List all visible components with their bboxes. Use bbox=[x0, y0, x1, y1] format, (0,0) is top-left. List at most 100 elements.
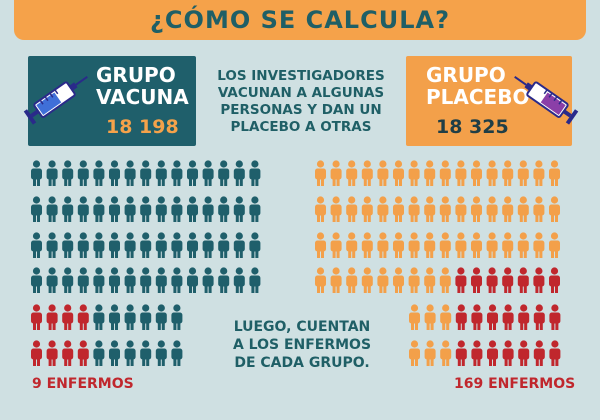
sick-person-icon bbox=[549, 304, 561, 330]
placebo-person-icon bbox=[549, 160, 560, 186]
placebo-person-icon bbox=[409, 304, 420, 330]
vacuna-person-icon bbox=[124, 196, 136, 222]
placebo-person-icon bbox=[330, 267, 342, 293]
placebo-person-icon bbox=[486, 160, 498, 186]
placebo-person-icon bbox=[377, 160, 389, 186]
placebo-person-icon bbox=[440, 340, 452, 366]
placebo-title-line2: PLACEBO bbox=[426, 85, 530, 109]
sick-person-icon bbox=[471, 304, 483, 330]
vacuna-person-icon bbox=[46, 267, 58, 293]
intro-line-3: PERSONAS Y DAN UN bbox=[220, 102, 382, 118]
sick-person-icon bbox=[46, 304, 58, 330]
vacuna-person-icon bbox=[155, 340, 167, 366]
vacuna-person-icon bbox=[218, 160, 230, 186]
placebo-person-icon bbox=[424, 267, 436, 293]
vacuna-person-icon bbox=[202, 267, 214, 293]
placebo-person-icon bbox=[393, 160, 404, 186]
vacuna-person-icon bbox=[109, 267, 120, 293]
placebo-person-icon bbox=[346, 160, 358, 186]
placebo-person-icon bbox=[424, 232, 436, 258]
sick-person-icon bbox=[455, 304, 467, 330]
vacuna-person-icon bbox=[93, 267, 105, 293]
page-title: ¿CÓMO SE CALCULA? bbox=[150, 6, 450, 34]
vacuna-person-icon bbox=[155, 196, 167, 222]
sick-person-icon bbox=[31, 340, 42, 366]
vacuna-person-icon bbox=[187, 196, 198, 222]
sick-person-icon bbox=[77, 304, 89, 330]
vacuna-person-icon bbox=[140, 267, 152, 293]
placebo-person-icon bbox=[533, 196, 545, 222]
vacuna-person-icon bbox=[155, 304, 167, 330]
sick-person-icon bbox=[518, 340, 530, 366]
placebo-person-icon bbox=[486, 196, 498, 222]
vacuna-person-icon bbox=[93, 232, 105, 258]
placebo-person-icon bbox=[330, 160, 342, 186]
vacuna-person-icon bbox=[249, 160, 261, 186]
placebo-title-line1: GRUPO bbox=[426, 63, 506, 87]
placebo-person-icon bbox=[455, 232, 467, 258]
placebo-sick-label: 169 ENFERMOS bbox=[454, 376, 576, 392]
placebo-person-icon bbox=[486, 232, 498, 258]
placebo-person-icon bbox=[361, 196, 373, 222]
placebo-person-icon bbox=[455, 160, 467, 186]
placebo-person-icon bbox=[361, 160, 373, 186]
sick-person-icon bbox=[77, 340, 89, 366]
placebo-person-icon bbox=[315, 232, 326, 258]
placebo-person-icon bbox=[315, 267, 326, 293]
vacuna-person-icon bbox=[93, 196, 105, 222]
outro-text: LUEGO, CUENTAN A LOS ENFERMOS DE CADA GR… bbox=[212, 318, 392, 372]
vacuna-person-icon bbox=[202, 196, 214, 222]
vacuna-person-icon bbox=[77, 196, 89, 222]
vacuna-person-icon bbox=[155, 232, 167, 258]
vacuna-title-line1: GRUPO bbox=[96, 63, 176, 87]
sick-person-icon bbox=[31, 304, 42, 330]
vacuna-person-icon bbox=[124, 160, 136, 186]
placebo-person-icon bbox=[517, 196, 529, 222]
placebo-person-icon bbox=[439, 196, 451, 222]
vacuna-person-icon bbox=[62, 267, 74, 293]
vacuna-person-icon bbox=[109, 340, 120, 366]
placebo-person-icon bbox=[424, 304, 436, 330]
placebo-person-icon bbox=[549, 196, 560, 222]
placebo-person-icon bbox=[393, 267, 404, 293]
vacuna-person-icon bbox=[140, 340, 152, 366]
placebo-person-icon bbox=[440, 304, 452, 330]
vacuna-person-icon bbox=[249, 267, 261, 293]
syringe-icon bbox=[23, 75, 88, 125]
placebo-person-icon bbox=[439, 232, 451, 258]
placebo-person-icon bbox=[424, 196, 436, 222]
placebo-person-icon bbox=[377, 232, 389, 258]
intro-line-2: VACUNAN A ALGUNAS bbox=[217, 85, 385, 101]
sick-person-icon bbox=[62, 304, 74, 330]
sick-person-icon bbox=[533, 340, 545, 366]
vacuna-person-icon bbox=[187, 267, 198, 293]
placebo-count: 18 325 bbox=[436, 116, 509, 138]
vacuna-person-icon bbox=[62, 160, 74, 186]
vacuna-title-line2: VACUNA bbox=[96, 85, 189, 109]
placebo-person-icon bbox=[315, 160, 326, 186]
placebo-person-icon bbox=[361, 267, 373, 293]
sick-person-icon bbox=[62, 340, 74, 366]
sick-person-icon bbox=[46, 340, 58, 366]
vacuna-person-icon bbox=[140, 160, 152, 186]
vacuna-person-icon bbox=[31, 267, 42, 293]
placebo-person-icon bbox=[409, 340, 420, 366]
vacuna-person-icon bbox=[171, 196, 183, 222]
placebo-person-icon bbox=[408, 267, 420, 293]
vacuna-person-icon bbox=[31, 160, 42, 186]
placebo-person-icon bbox=[502, 232, 514, 258]
vacuna-person-icon bbox=[124, 304, 136, 330]
placebo-person-icon bbox=[471, 232, 482, 258]
placebo-person-icon bbox=[377, 196, 389, 222]
placebo-person-icon bbox=[346, 232, 358, 258]
vacuna-person-icon bbox=[155, 160, 167, 186]
placebo-person-icon bbox=[346, 267, 358, 293]
intro-line-1: LOS INVESTIGADORES bbox=[217, 68, 385, 84]
sick-person-icon bbox=[502, 304, 514, 330]
vacuna-person-icon bbox=[77, 232, 89, 258]
vacuna-person-icon bbox=[93, 340, 105, 366]
vacuna-person-icon bbox=[233, 160, 245, 186]
placebo-person-icon bbox=[502, 160, 514, 186]
sick-person-icon bbox=[455, 340, 467, 366]
placebo-person-icon bbox=[471, 196, 482, 222]
